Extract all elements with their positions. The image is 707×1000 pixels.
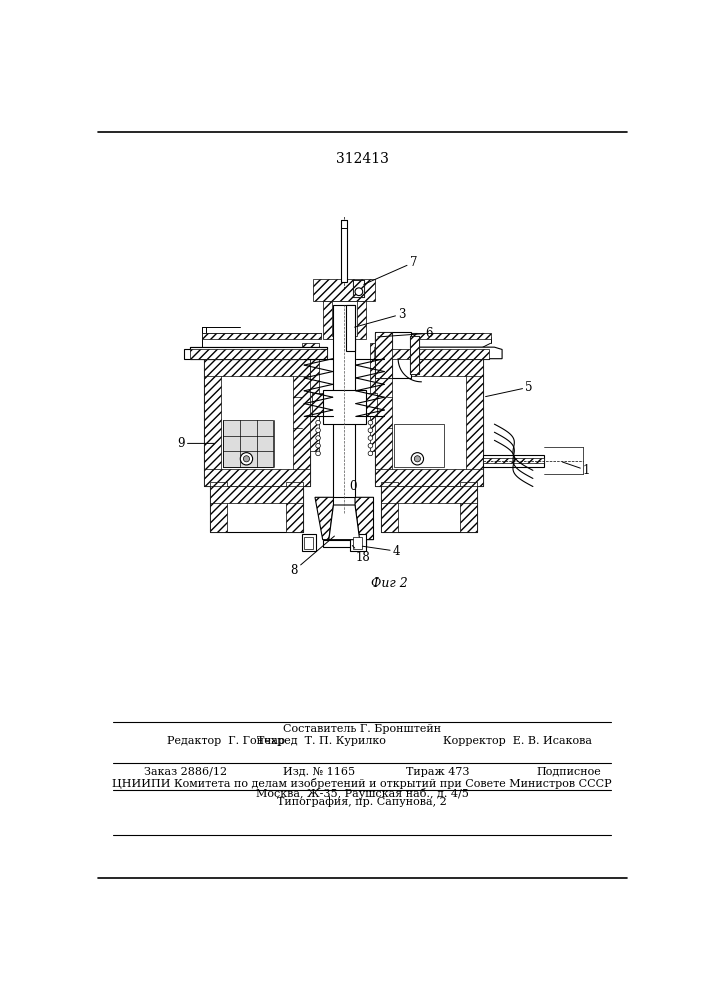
Bar bbox=[375, 349, 489, 359]
Bar bbox=[322, 389, 366, 424]
Text: 7: 7 bbox=[363, 256, 417, 284]
Bar bbox=[409, 336, 419, 374]
Text: 0: 0 bbox=[349, 480, 356, 493]
Circle shape bbox=[414, 456, 421, 462]
Text: Редактор  Г. Гончар: Редактор Г. Гончар bbox=[167, 736, 285, 746]
Bar bbox=[223, 420, 274, 466]
Bar bbox=[375, 333, 417, 347]
Text: Подписное: Подписное bbox=[537, 767, 602, 777]
Bar bbox=[375, 359, 483, 376]
Bar bbox=[322, 540, 366, 547]
Bar bbox=[286, 482, 303, 532]
Circle shape bbox=[368, 428, 373, 433]
Bar bbox=[204, 359, 310, 486]
Text: Типография, пр. Сапунова, 2: Типография, пр. Сапунова, 2 bbox=[277, 796, 447, 807]
Bar bbox=[460, 482, 477, 532]
Bar bbox=[375, 359, 483, 486]
Bar bbox=[210, 486, 303, 503]
Bar bbox=[313, 279, 375, 301]
Circle shape bbox=[243, 456, 250, 462]
Bar bbox=[381, 482, 398, 532]
Circle shape bbox=[316, 436, 320, 440]
Bar bbox=[304, 537, 313, 549]
Bar bbox=[483, 458, 544, 463]
Text: Изд. № 1165: Изд. № 1165 bbox=[283, 767, 355, 777]
Bar bbox=[293, 359, 310, 486]
Polygon shape bbox=[355, 497, 373, 540]
Bar bbox=[392, 332, 411, 378]
Bar bbox=[466, 359, 483, 486]
Text: 5: 5 bbox=[486, 381, 533, 397]
Bar bbox=[210, 482, 303, 532]
Circle shape bbox=[240, 453, 252, 465]
Text: 9: 9 bbox=[177, 437, 214, 450]
Text: Составитель Г. Бронштейн: Составитель Г. Бронштейн bbox=[283, 724, 441, 734]
Circle shape bbox=[368, 436, 373, 440]
Bar bbox=[341, 220, 347, 282]
Text: 3: 3 bbox=[355, 308, 406, 327]
Bar bbox=[395, 424, 444, 466]
Polygon shape bbox=[375, 347, 502, 359]
Bar bbox=[483, 455, 544, 466]
Text: Москва, Ж-35, Раушская наб., д. 4/5: Москва, Ж-35, Раушская наб., д. 4/5 bbox=[255, 788, 469, 799]
Bar bbox=[375, 469, 483, 486]
Text: 8: 8 bbox=[291, 536, 334, 577]
Text: 18: 18 bbox=[352, 546, 371, 564]
Text: 4: 4 bbox=[363, 545, 400, 558]
Polygon shape bbox=[184, 347, 327, 359]
Circle shape bbox=[316, 443, 320, 448]
Bar bbox=[210, 482, 227, 532]
Bar bbox=[409, 336, 419, 374]
Bar bbox=[332, 301, 356, 336]
Bar bbox=[302, 343, 319, 451]
Text: Заказ 2886/12: Заказ 2886/12 bbox=[144, 767, 227, 777]
Circle shape bbox=[355, 288, 363, 296]
Circle shape bbox=[316, 451, 320, 456]
Circle shape bbox=[368, 443, 373, 448]
Text: Фиг 2: Фиг 2 bbox=[371, 577, 408, 590]
Circle shape bbox=[316, 420, 320, 425]
Bar bbox=[204, 359, 310, 376]
Bar bbox=[190, 347, 327, 359]
Bar bbox=[370, 343, 387, 451]
Bar bbox=[204, 359, 221, 486]
Text: 6: 6 bbox=[378, 327, 433, 340]
Bar bbox=[381, 482, 477, 532]
Bar bbox=[354, 280, 364, 297]
Bar bbox=[375, 332, 392, 378]
Bar bbox=[190, 349, 327, 359]
Text: Корректор  Е. В. Исакова: Корректор Е. В. Исакова bbox=[443, 736, 592, 746]
Bar bbox=[353, 537, 362, 549]
Circle shape bbox=[316, 428, 320, 433]
Bar bbox=[354, 280, 364, 297]
Bar bbox=[322, 301, 366, 339]
Text: ЦНИИПИ Комитета по делам изобретений и открытий при Совете Министров СССР: ЦНИИПИ Комитета по делам изобретений и о… bbox=[112, 778, 612, 789]
Circle shape bbox=[368, 451, 373, 456]
Bar bbox=[302, 534, 316, 551]
Polygon shape bbox=[329, 505, 360, 540]
Bar bbox=[375, 332, 392, 378]
Bar bbox=[381, 486, 477, 503]
Bar bbox=[201, 333, 321, 339]
Circle shape bbox=[411, 453, 423, 465]
Polygon shape bbox=[315, 497, 334, 540]
Text: Техред  Т. П. Курилко: Техред Т. П. Курилко bbox=[257, 736, 385, 746]
Bar bbox=[375, 333, 491, 339]
Bar bbox=[312, 393, 377, 416]
Bar bbox=[346, 305, 355, 351]
Bar bbox=[351, 534, 366, 551]
Text: Тираж 473: Тираж 473 bbox=[406, 767, 469, 777]
Text: 312413: 312413 bbox=[336, 152, 388, 166]
Circle shape bbox=[368, 420, 373, 425]
Bar bbox=[375, 359, 392, 486]
Bar bbox=[375, 347, 489, 359]
Text: 1: 1 bbox=[563, 462, 590, 477]
Bar bbox=[204, 469, 310, 486]
Bar bbox=[334, 305, 355, 497]
